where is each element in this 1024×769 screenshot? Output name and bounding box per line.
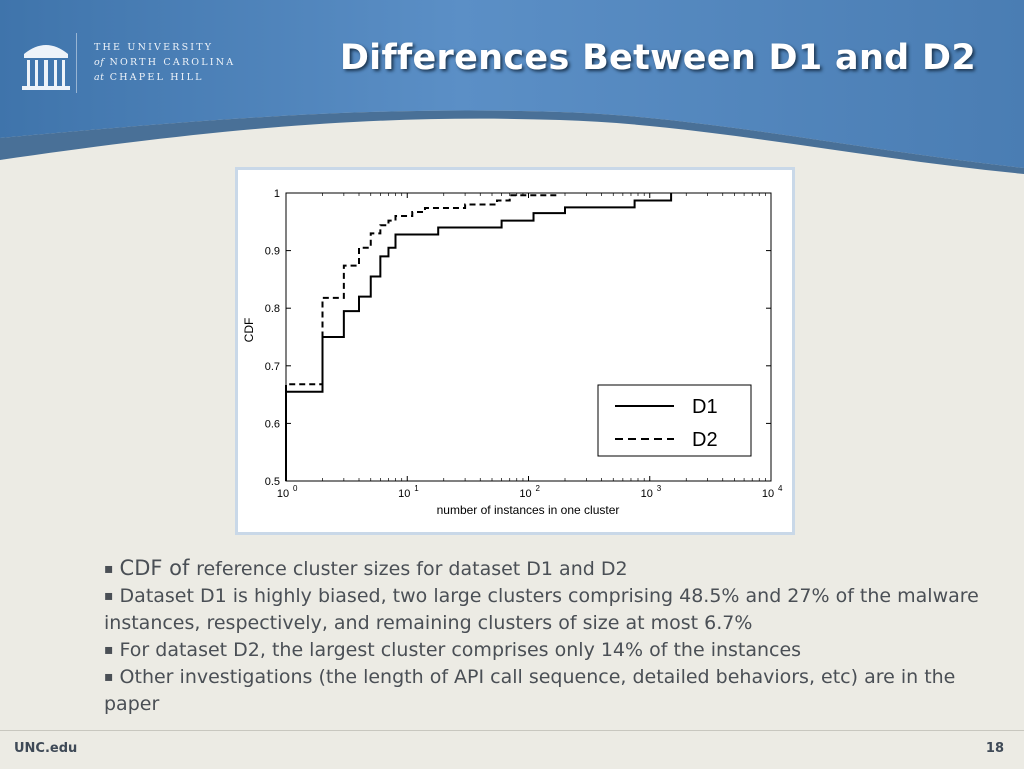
bullet-list: ▪ CDF of reference cluster sizes for dat… [104, 555, 1004, 718]
y-tick-label: 0.6 [265, 418, 280, 430]
series-layer [285, 193, 673, 481]
x-tick-label: 10 [277, 488, 289, 500]
bullet-4-text: Other investigations (the length of API … [104, 666, 956, 715]
wordmark-line-1: THE UNIVERSITY [94, 42, 214, 53]
slide-footer: UNC.edu 18 [0, 730, 1024, 769]
x-tick-label: 10 [398, 488, 410, 500]
logo-divider [76, 33, 77, 93]
old-well-logo-icon [22, 45, 70, 90]
series-line-d1 [285, 193, 673, 481]
university-wordmark: THE UNIVERSITY of NORTH CAROLINA at CHAP… [94, 40, 235, 85]
x-tick-label-exponent: 4 [778, 484, 783, 493]
legend-label-d2: D2 [692, 429, 718, 451]
bullet-2-text: Dataset D1 is highly biased, two large c… [104, 585, 979, 634]
page-number: 18 [985, 741, 1004, 756]
y-axis-label: CDF [242, 318, 256, 343]
bullet-item-2: ▪ Dataset D1 is highly biased, two large… [104, 585, 979, 634]
cdf-chart-figure: 0.5 0.6 0.7 0.8 0.9 1 10 0 10 1 10 2 10 3 10 4 CDF num… [235, 167, 795, 535]
legend-box [597, 384, 752, 457]
bullet-3-text: For dataset D2, the largest cluster comp… [119, 639, 802, 661]
x-tick-label: 10 [762, 488, 774, 500]
x-tick-label: 10 [519, 488, 531, 500]
bullet-1-lead: CDF of [119, 556, 197, 580]
cdf-chart: 0.5 0.6 0.7 0.8 0.9 1 10 0 10 1 10 2 10 3 10 4 CDF num… [242, 188, 783, 517]
y-tick-label: 0.9 [265, 246, 280, 258]
x-tick-label-exponent: 0 [293, 484, 298, 493]
bullet-item-4: ▪ Other investigations (the length of AP… [104, 666, 956, 715]
slide-header: THE UNIVERSITY of NORTH CAROLINA at CHAP… [0, 0, 1024, 175]
wordmark-line-3: at CHAPEL HILL [94, 72, 204, 83]
series-line-d2 [285, 194, 560, 481]
x-axis-label: number of instances in one cluster [437, 503, 620, 517]
legend-label-d1: D1 [692, 396, 718, 418]
bullet-item-1: ▪ CDF of reference cluster sizes for dat… [104, 556, 628, 580]
x-tick-label-exponent: 1 [414, 484, 419, 493]
x-tick-label-exponent: 2 [536, 484, 541, 493]
wordmark-line-2: of NORTH CAROLINA [94, 57, 236, 68]
y-tick-label: 1 [274, 188, 280, 200]
y-tick-label: 0.8 [265, 303, 280, 315]
x-tick-label: 10 [641, 488, 653, 500]
y-tick-label: 0.5 [265, 476, 280, 488]
chart-legend: D1 D2 [597, 384, 752, 457]
y-tick-label: 0.7 [265, 361, 280, 373]
bullet-item-3: ▪ For dataset D2, the largest cluster co… [104, 639, 802, 661]
x-tick-label-exponent: 3 [657, 484, 662, 493]
bullet-1-text: reference cluster sizes for dataset D1 a… [196, 558, 628, 580]
header-banner [0, 0, 1024, 174]
slide-title: Differences Between D1 and D2 [339, 38, 976, 78]
footer-site: UNC.edu [14, 741, 78, 756]
